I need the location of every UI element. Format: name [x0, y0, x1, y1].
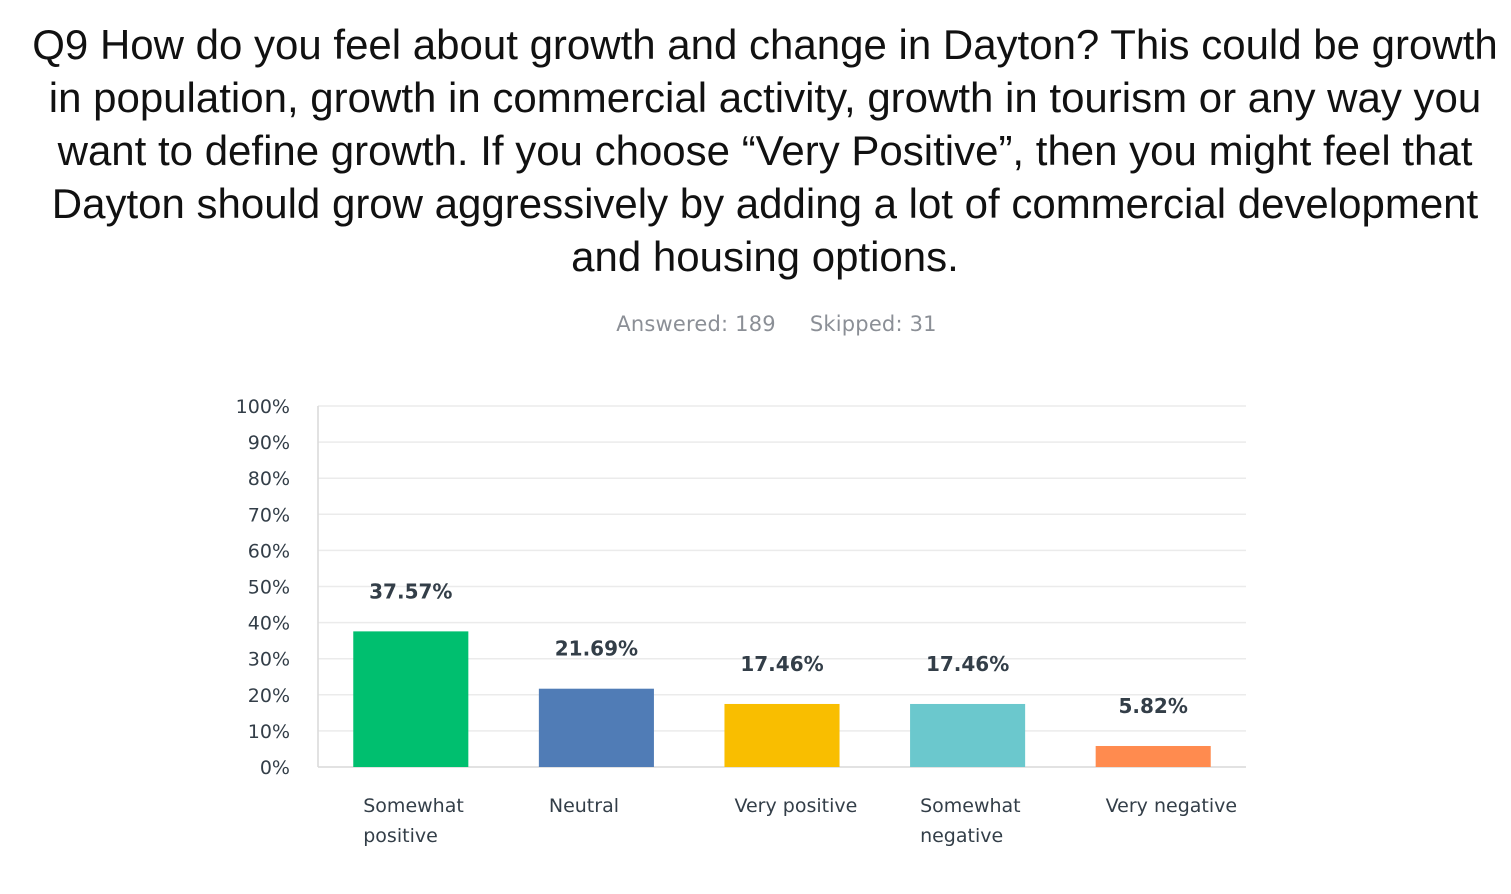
y-tick-label: 50% [248, 577, 290, 599]
y-tick-label: 10% [248, 721, 290, 743]
y-tick-label: 70% [248, 504, 290, 526]
x-category-label: Somewhat positive [363, 795, 464, 847]
bar [1095, 745, 1211, 767]
y-tick-label: 80% [248, 468, 290, 490]
y-tick-label: 20% [248, 685, 290, 707]
y-tick-label: 100% [236, 396, 290, 418]
question-title: Q9 How do you feel about growth and chan… [32, 21, 1498, 280]
y-tick-label: 0% [260, 757, 290, 779]
bar-value-label: 37.57% [369, 579, 452, 603]
bar [538, 688, 654, 767]
y-tick-label: 40% [248, 613, 290, 635]
bar [353, 631, 469, 767]
x-category-label: Somewhat negative [920, 795, 1021, 847]
x-category-label: Very negative [1106, 795, 1237, 817]
answered-count: Answered: 189 [616, 312, 776, 336]
bar-value-label: 5.82% [1119, 694, 1188, 718]
x-category-label: Very positive [734, 795, 857, 817]
skipped-count: Skipped: 31 [809, 312, 937, 336]
bar [910, 703, 1026, 767]
y-tick-label: 30% [248, 649, 290, 671]
response-counts: Answered: 189 Skipped: 31 [0, 312, 1511, 336]
y-tick-label: 90% [248, 432, 290, 454]
y-tick-label: 60% [248, 540, 290, 562]
bar [724, 703, 840, 767]
x-category-label: Neutral [549, 795, 619, 817]
bar-value-label: 21.69% [555, 637, 638, 661]
bar-value-label: 17.46% [926, 652, 1009, 676]
bar-value-label: 17.46% [740, 652, 823, 676]
